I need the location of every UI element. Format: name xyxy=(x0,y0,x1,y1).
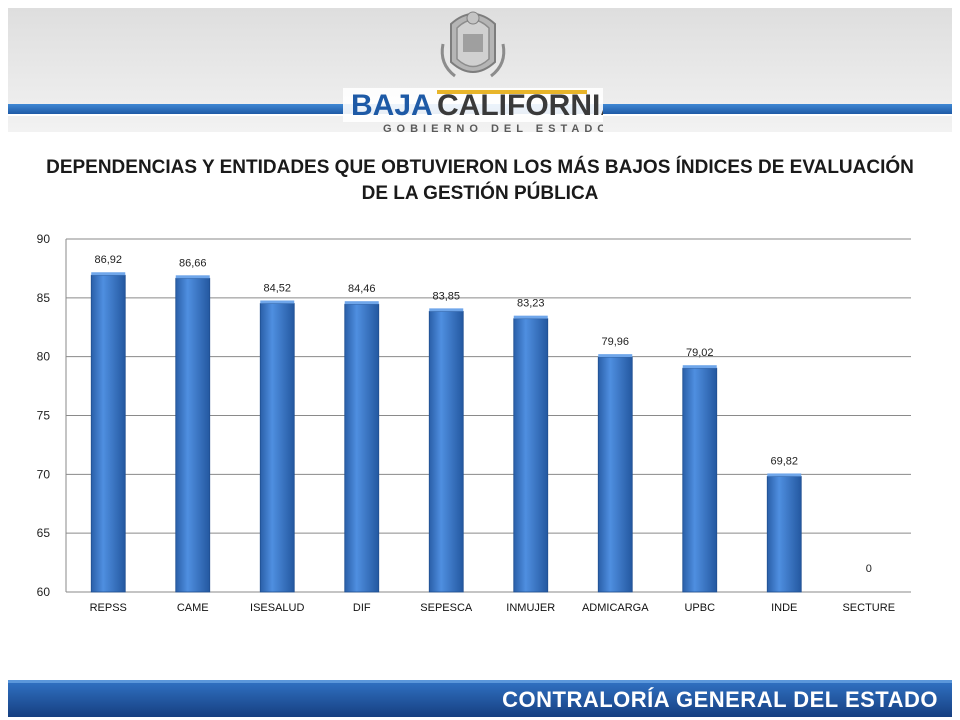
chart-title-line2: DE LA GESTIÓN PÚBLICA xyxy=(361,183,599,204)
bar-top-sepesca xyxy=(429,308,464,312)
y-tick-label: 60 xyxy=(37,585,51,599)
bar-repss xyxy=(90,274,126,593)
data-label: 84,52 xyxy=(263,282,291,294)
y-tick-label: 90 xyxy=(37,232,51,246)
bar-top-isesalud xyxy=(260,300,295,304)
bar-sepesca xyxy=(428,310,464,593)
bar-came xyxy=(175,277,211,593)
footer-title: CONTRALORÍA GENERAL DEL ESTADO xyxy=(502,687,938,712)
bar-top-repss xyxy=(91,272,126,276)
x-tick-label: INMUJER xyxy=(506,602,555,614)
baja-california-logo: BAJA CALIFORNIA GOBIERNO DEL ESTADO xyxy=(343,11,603,134)
bar-top-admicarga xyxy=(598,354,633,358)
bar-admicarga xyxy=(597,356,633,593)
y-tick-label: 70 xyxy=(37,467,51,481)
data-label: 69,82 xyxy=(770,455,798,467)
y-tick-label: 80 xyxy=(37,350,51,364)
data-label: 83,23 xyxy=(517,298,545,310)
bar-chart: 60 65 70 75 80 85 90 86,92 REPSS 86,66 CAME 84,52 IS… xyxy=(37,232,911,614)
y-tick-label: 75 xyxy=(37,409,51,423)
x-tick-label: INDE xyxy=(771,602,797,614)
chart-title-line1: DEPENDENCIAS Y ENTIDADES QUE OBTUVIERON … xyxy=(46,157,914,178)
brand-name-part1: BAJA xyxy=(351,89,433,122)
data-label: 83,85 xyxy=(432,290,460,302)
data-label: 0 xyxy=(866,563,872,575)
bar-inde xyxy=(766,476,802,593)
y-tick-label: 85 xyxy=(37,291,51,305)
x-tick-label: DIF xyxy=(353,602,371,614)
bar-dif xyxy=(344,303,380,593)
x-tick-label: SEPESCA xyxy=(420,602,473,614)
coat-of-arms-icon xyxy=(440,11,506,78)
data-label: 86,92 xyxy=(94,254,122,266)
bar-isesalud xyxy=(259,303,295,593)
y-tick-label: 65 xyxy=(37,526,51,540)
bar-inmujer xyxy=(513,318,549,593)
data-label: 84,46 xyxy=(348,283,376,295)
x-tick-label: ISESALUD xyxy=(250,602,304,614)
brand-tagline: GOBIERNO DEL ESTADO xyxy=(383,123,603,134)
bar-top-dif xyxy=(344,301,379,305)
bar-top-inde xyxy=(767,473,802,477)
x-tick-label: UPBC xyxy=(684,602,715,614)
x-tick-label: CAME xyxy=(177,602,209,614)
brand-name-part2: CALIFORNIA xyxy=(437,89,603,122)
data-label: 79,96 xyxy=(601,336,629,348)
data-label: 79,02 xyxy=(686,347,714,359)
footer-band: CONTRALORÍA GENERAL DEL ESTADO xyxy=(8,680,952,717)
bar-top-upbc xyxy=(682,365,717,369)
bar-upbc xyxy=(682,367,718,593)
data-label: 86,66 xyxy=(179,257,207,269)
bar-top-inmujer xyxy=(513,315,548,319)
x-tick-label: REPSS xyxy=(90,602,127,614)
chart-title: DEPENDENCIAS Y ENTIDADES QUE OBTUVIERON … xyxy=(20,155,940,207)
bar-top-came xyxy=(175,275,210,279)
x-tick-label: SECTURE xyxy=(842,602,895,614)
x-tick-label: ADMICARGA xyxy=(582,602,649,614)
